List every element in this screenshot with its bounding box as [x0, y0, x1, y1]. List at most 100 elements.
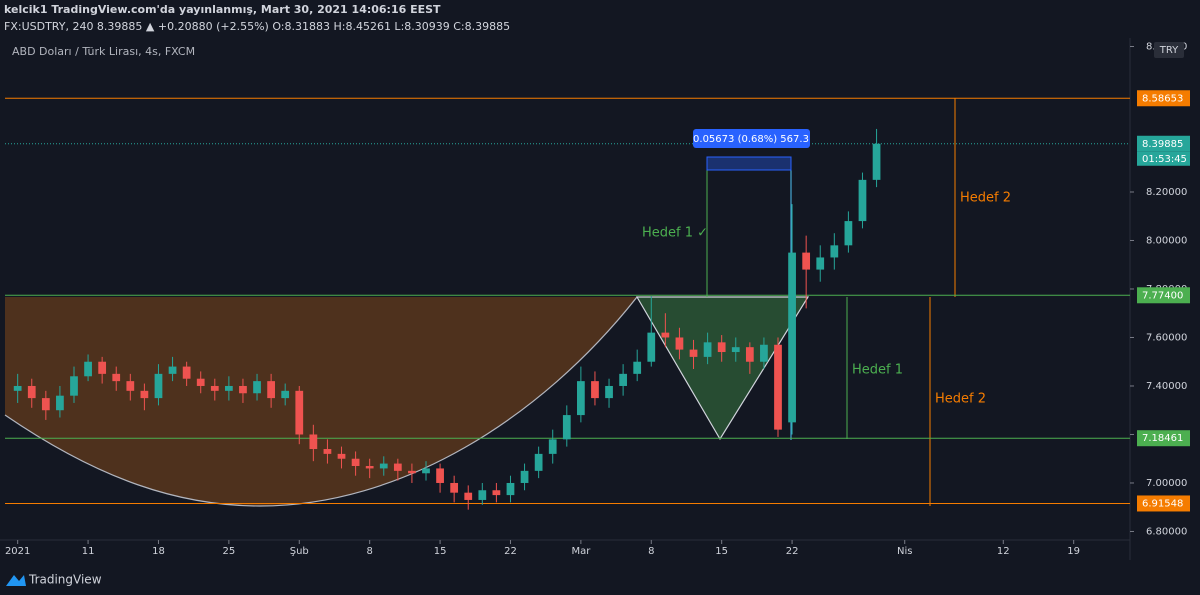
candle-body: [731, 347, 740, 353]
cup-fill: [5, 297, 637, 506]
brand: TradingView: [28, 573, 102, 587]
countdown-bg: [1137, 151, 1190, 166]
candle-body: [520, 470, 529, 483]
candle-body: [830, 245, 839, 258]
y-tick-label: 7.60000: [1146, 332, 1187, 343]
candle-body: [689, 349, 698, 357]
x-tick-label: 2021: [5, 546, 30, 557]
y-tick-label: 8.00000: [1146, 235, 1187, 246]
price-label-bg: [1137, 135, 1190, 152]
price-label-bg: [1137, 287, 1190, 304]
candle-body: [703, 342, 712, 357]
price-label-bg: [1137, 90, 1190, 107]
candle-body: [534, 453, 543, 471]
candle-body: [647, 332, 656, 362]
logo: [6, 575, 26, 586]
candle-body: [56, 395, 64, 411]
y-tick-label: 7.40000: [1146, 381, 1187, 392]
candle-body: [154, 373, 163, 399]
currency-button[interactable]: [1154, 42, 1184, 58]
candle-body: [41, 398, 50, 411]
measure-box: [706, 156, 792, 171]
y-tick-label: 6.80000: [1146, 526, 1187, 537]
candle-body: [464, 492, 473, 500]
price-label: 8.39885: [1142, 139, 1183, 150]
candle-body: [253, 381, 261, 394]
candle-body: [816, 257, 825, 270]
x-tick-label: Nis: [897, 546, 912, 557]
price-label: 7.18461: [1142, 433, 1183, 444]
candle-body: [619, 373, 627, 386]
candle-body: [633, 361, 642, 374]
candle-body: [225, 385, 233, 391]
candle-body: [562, 415, 571, 440]
candle-body: [295, 390, 304, 435]
candle-body: [605, 385, 613, 399]
candle-body: [450, 482, 459, 493]
y-tick-label: 8.20000: [1146, 187, 1187, 198]
candle-body: [408, 470, 416, 474]
candle-body: [239, 385, 247, 394]
candle-body: [27, 385, 36, 399]
candle-body: [112, 373, 121, 382]
countdown: 01:53:45: [1142, 154, 1187, 165]
candle-body: [84, 361, 92, 377]
candle-body: [365, 466, 374, 469]
x-tick-label: 22: [504, 546, 517, 557]
chart-title: ABD Doları / Türk Lirası, 4s, FXCM: [12, 45, 195, 58]
candle-body: [872, 143, 881, 180]
candle-body: [393, 463, 402, 471]
candle-body: [337, 453, 346, 459]
candle-body: [506, 482, 515, 496]
candle-body: [182, 366, 191, 379]
candle-body: [661, 332, 670, 338]
x-tick-label: 25: [223, 546, 236, 557]
candle-body: [858, 179, 867, 222]
price-label: 6.91548: [1142, 498, 1183, 509]
candle-body: [745, 347, 754, 362]
candle-body: [675, 337, 684, 350]
candle-body: [13, 385, 22, 391]
price-label-bg: [1137, 430, 1190, 447]
candle-body: [98, 361, 107, 374]
x-tick-label: 19: [1067, 546, 1080, 557]
candle-body: [760, 344, 768, 362]
candle-body: [492, 490, 501, 496]
footer: [0, 565, 1200, 595]
candle-body: [844, 221, 853, 246]
x-tick-label: 18: [152, 546, 165, 557]
candle-body: [436, 468, 444, 483]
candle-body: [788, 252, 796, 423]
currency-label[interactable]: TRY: [1159, 45, 1179, 56]
measure-label: 0.05673 (0.68%) 567.3: [693, 134, 809, 145]
candle-body: [548, 439, 557, 454]
y-tick-label: 7.00000: [1146, 478, 1187, 489]
x-tick-label: 12: [997, 546, 1010, 557]
candle-body: [379, 463, 388, 469]
x-tick-label: Şub: [290, 546, 309, 557]
candle-body: [196, 378, 205, 386]
candle-body: [126, 381, 135, 391]
candle-body: [309, 434, 318, 450]
publisher: kelcik1 TradingView.com'da yayınlanmış, …: [4, 3, 441, 16]
candle-body: [351, 458, 360, 467]
x-tick-label: Mar: [571, 546, 591, 557]
price-label: 8.58653: [1142, 93, 1183, 104]
x-tick-label: 11: [82, 546, 95, 557]
annotation: Hedef 2: [960, 191, 1011, 206]
x-tick-label: 8: [366, 546, 372, 557]
cup-arc: [4, 296, 638, 507]
price-label-bg: [1137, 495, 1190, 512]
annotation: Hedef 1: [852, 363, 903, 378]
candle-body: [478, 490, 487, 500]
candle-body: [577, 381, 585, 416]
candle-body: [70, 376, 78, 396]
candle-body: [210, 385, 219, 391]
x-tick-label: 15: [715, 546, 728, 557]
candle-body: [591, 381, 599, 399]
x-tick-label: 15: [434, 546, 447, 557]
candle-body: [774, 344, 782, 430]
